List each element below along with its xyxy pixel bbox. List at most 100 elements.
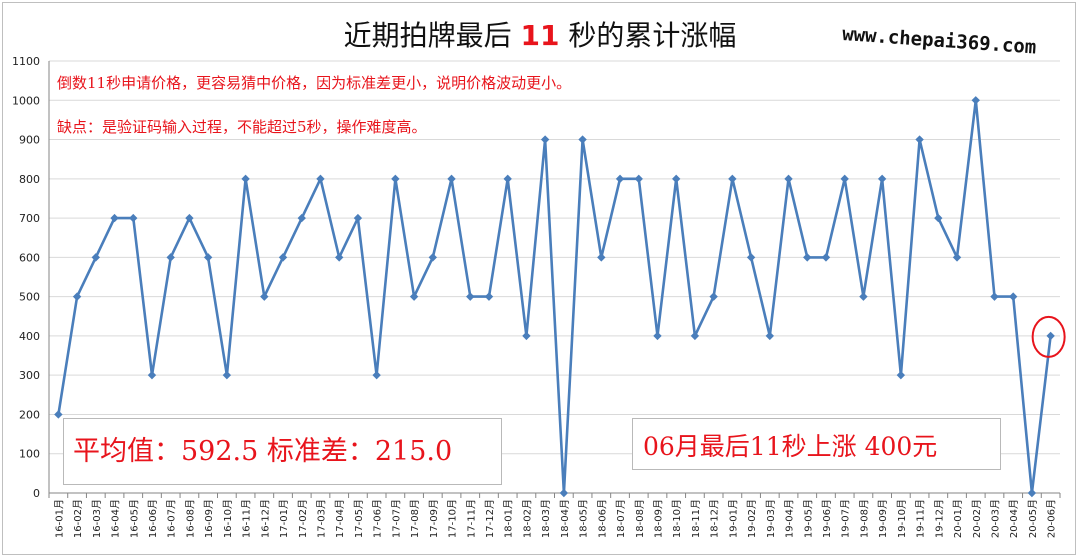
x-tick-label: 17-09月: [428, 499, 440, 538]
x-tick-label: 19-09月: [877, 499, 889, 538]
x-tick-label: 18-08月: [634, 499, 646, 538]
data-point: [110, 213, 119, 223]
data-point: [447, 174, 456, 184]
data-point: [72, 292, 82, 301]
chart-series: [54, 96, 1066, 498]
x-tick-label: 16-08月: [184, 499, 196, 538]
data-point: [540, 135, 550, 144]
data-point: [821, 253, 831, 262]
x-tick-label: 17-07月: [390, 499, 402, 538]
x-tick-label: 19-03月: [765, 499, 777, 538]
data-point: [484, 292, 494, 301]
y-tick-label: 0: [33, 487, 40, 500]
data-point: [166, 253, 175, 262]
data-point: [671, 174, 681, 184]
x-tick-label: 16-03月: [91, 499, 103, 538]
data-point: [1008, 292, 1018, 301]
x-tick-label: 17-01月: [278, 499, 290, 538]
x-tick-label: 17-10月: [447, 499, 459, 538]
data-point: [578, 135, 587, 144]
data-point: [1027, 488, 1037, 498]
data-point: [859, 292, 868, 301]
x-tick-label: 16-02月: [72, 499, 84, 538]
data-point: [222, 370, 232, 380]
data-point: [409, 292, 419, 301]
x-tick-label: 16-04月: [110, 499, 122, 538]
data-point: [147, 370, 157, 380]
data-point: [615, 174, 625, 184]
title-part-3: 秒的累计涨幅: [559, 19, 737, 52]
x-tick-label: 19-02月: [746, 499, 758, 538]
data-point: [746, 253, 756, 262]
data-point: [728, 174, 737, 184]
x-tick-label: 18-11月: [690, 499, 702, 538]
data-point: [709, 292, 718, 301]
data-point: [503, 174, 512, 184]
y-tick-label: 100: [19, 448, 40, 461]
data-point: [784, 174, 793, 184]
x-tick-label: 19-12月: [933, 499, 945, 538]
x-tick-label: 16-09月: [203, 499, 215, 538]
data-point: [653, 331, 662, 341]
x-tick-label: 16-05月: [128, 499, 140, 538]
x-tick-label: 19-10月: [896, 499, 908, 538]
y-tick-label: 600: [19, 251, 40, 264]
x-tick-label: 17-05月: [353, 499, 365, 538]
x-tick-label: 18-03月: [540, 499, 552, 538]
x-tick-label: 18-04月: [559, 499, 571, 538]
x-tick-label: 19-11月: [915, 499, 927, 538]
data-point: [54, 410, 63, 419]
data-point: [91, 253, 101, 262]
x-tick-label: 16-07月: [166, 499, 178, 538]
x-tick-label: 16-10月: [222, 499, 234, 538]
x-tick-label: 17-11月: [465, 499, 477, 538]
series-line: [57, 99, 1052, 495]
x-tick-label: 18-01月: [503, 499, 515, 538]
data-point: [690, 331, 700, 341]
x-tick-label: 20-04月: [1008, 499, 1020, 538]
data-point: [353, 213, 363, 223]
y-tick-label: 500: [19, 291, 40, 304]
data-point: [952, 253, 962, 262]
data-point: [915, 135, 924, 144]
data-point: [372, 370, 381, 380]
data-point: [765, 331, 775, 341]
x-tick-label: 18-02月: [521, 499, 533, 538]
data-point: [129, 213, 138, 223]
x-tick-label: 16-01月: [53, 499, 65, 538]
y-tick-label: 800: [19, 173, 40, 186]
x-tick-label: 16-06月: [147, 499, 159, 538]
y-tick-label: 1100: [12, 55, 40, 68]
y-tick-label: 200: [19, 408, 40, 421]
data-point: [260, 292, 269, 301]
x-tick-label: 20-01月: [952, 499, 964, 538]
data-point: [334, 253, 344, 262]
x-tick-label: 19-05月: [802, 499, 814, 538]
data-point: [466, 292, 475, 301]
chart-axes: 0 100 200 300 400 500 600 700 800 900 1000 1100 16-0…: [12, 55, 1061, 538]
y-tick-label: 700: [19, 212, 40, 225]
data-point: [428, 253, 438, 262]
x-tick-label: 18-09月: [652, 499, 664, 538]
data-point: [316, 174, 325, 184]
x-tick-label: 19-01月: [727, 499, 739, 538]
data-point: [840, 174, 849, 184]
x-tick-label: 17-08月: [409, 499, 421, 538]
data-point: [278, 253, 288, 262]
x-tick-label: 20-03月: [989, 499, 1001, 538]
data-point: [896, 370, 906, 380]
x-tick-label: 18-12月: [709, 499, 721, 538]
data-point: [877, 174, 887, 184]
stats-box: 平均值：592.5 标准差：215.0: [63, 418, 502, 485]
x-tick-label: 16-12月: [259, 499, 271, 538]
data-point: [634, 174, 643, 184]
data-point: [522, 331, 531, 341]
note-line-1: 倒数11秒申请价格，更容易猜中价格，因为标准差更小，说明价格波动更小。: [57, 74, 572, 92]
data-point: [990, 292, 999, 301]
x-tick-label: 17-02月: [297, 499, 309, 538]
x-tick-label: 16-11月: [241, 499, 253, 538]
highlight-box: 06月最后11秒上涨 400元: [632, 418, 1001, 470]
x-tick-label: 17-04月: [334, 499, 346, 538]
